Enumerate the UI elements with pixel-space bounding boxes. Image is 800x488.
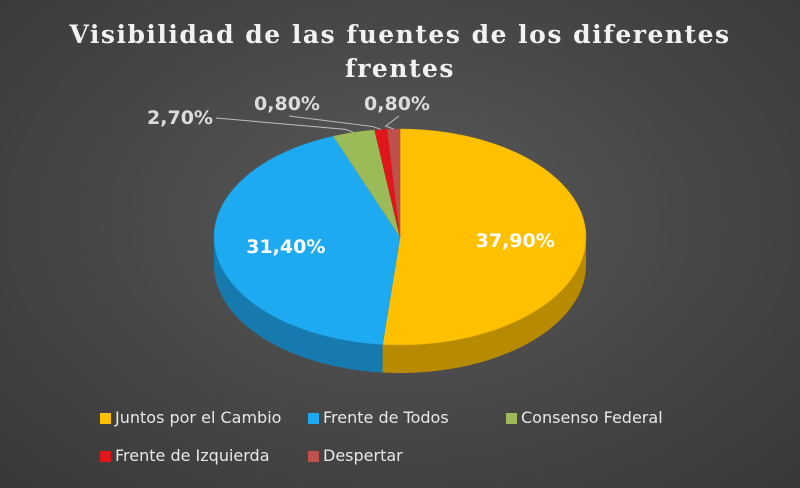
chart-title-line-2: frentes — [344, 54, 456, 83]
legend-label: Frente de Izquierda — [115, 446, 270, 465]
data-label-4: 0,80% — [254, 93, 320, 115]
legend-item-despertar: Despertar — [308, 446, 403, 465]
pie-slice-side — [382, 237, 586, 373]
leader-line — [288, 115, 382, 131]
leader-line — [215, 117, 354, 133]
pie-slice-1 — [382, 128, 587, 346]
legend-label: Juntos por el Cambio — [115, 408, 282, 427]
pie-slice-3 — [332, 129, 401, 238]
data-label-5: 0,80% — [364, 93, 430, 115]
pie-slice-2 — [213, 135, 401, 345]
chart-title: Visibilidad de las fuentes de los difere… — [0, 18, 800, 86]
legend-swatch — [308, 451, 319, 462]
chart-title-line-1: Visibilidad de las fuentes de los difere… — [69, 20, 731, 49]
leader-line — [384, 115, 400, 130]
pie-slices — [213, 128, 587, 346]
legend-item-juntos: Juntos por el Cambio — [100, 408, 281, 427]
pie-slice-side — [214, 237, 383, 373]
legend-item-consenso-federal: Consenso Federal — [506, 408, 663, 427]
data-label-3: 2,70% — [147, 107, 213, 129]
legend-swatch — [100, 451, 111, 462]
pie-sides — [214, 237, 586, 373]
legend-item-frente-de-izquierda: Frente de Izquierda — [100, 446, 270, 465]
data-label-1: 37,90% — [476, 230, 555, 252]
data-labels: 37,90% 31,40% 2,70% 0,80% 0,80% — [147, 93, 555, 258]
legend-swatch — [506, 413, 517, 424]
data-label-2: 31,40% — [246, 236, 325, 258]
leader-lines — [215, 115, 400, 133]
legend-swatch — [308, 413, 319, 424]
legend-label: Consenso Federal — [521, 408, 663, 427]
legend-swatch — [100, 413, 111, 424]
legend-item-frente-de-todos: Frente de Todos — [308, 408, 449, 427]
legend-label: Despertar — [323, 446, 403, 465]
legend-label: Frente de Todos — [323, 408, 449, 427]
